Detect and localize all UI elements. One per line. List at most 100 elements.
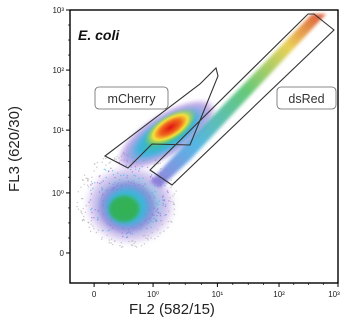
event-dot [143,243,146,245]
event-dot [146,238,149,240]
event-dot [162,202,164,204]
event-dot [119,245,121,247]
event-dot [105,176,107,179]
diagonal-streak [150,14,326,188]
event-dot [77,208,80,210]
event-dot [108,239,111,241]
event-dot [86,177,89,180]
event-dot [163,199,165,202]
y-axis-label: FL3 (620/30) [6,106,23,192]
event-dot [90,193,93,195]
event-dot [158,200,160,202]
y-axis: 0 10⁰ 10¹ 10² 10³ [52,6,70,258]
population-mcherry [116,98,218,171]
event-dot [170,220,172,222]
x-tick-label: 10¹ [212,290,224,299]
event-dot [135,246,138,248]
event-dot [117,172,119,174]
gate-dsred [149,13,335,186]
gate-label-mcherry-box [94,86,169,110]
event-dot [81,213,83,215]
event-dot [142,177,144,179]
event-dot [167,220,169,223]
event-dot [90,184,92,186]
event-dot [91,183,93,185]
event-dot [113,158,116,160]
event-dot [88,201,90,203]
event-dot [126,174,129,177]
event-dot [90,223,92,225]
event-dot [76,201,79,204]
event-dot [173,193,176,195]
event-dot [82,179,84,181]
event-dot [159,212,161,215]
event-dot [96,182,99,184]
x-tick-label: 10³ [328,290,340,299]
event-dot [138,177,140,180]
event-dot [128,241,130,243]
event-dot [82,207,84,210]
event-dot [111,170,114,172]
event-dot [100,181,103,184]
event-dot [90,209,92,211]
event-dot [82,198,84,200]
event-dot [93,228,95,230]
event-dot [87,186,90,188]
y-tick-label: 0 [60,249,65,258]
event-dot [168,200,170,202]
event-dot [160,220,162,222]
event-dot [85,177,87,179]
density-cloud [76,14,326,248]
event-dot [81,220,84,222]
event-dot [133,242,135,245]
event-dot [77,191,80,193]
event-dot [170,179,172,181]
event-dot [154,191,156,193]
event-dot [162,199,164,201]
event-dot [80,211,83,213]
event-dot [86,184,89,186]
event-dot [123,174,125,176]
event-dot [102,180,104,182]
event-dot [170,186,172,188]
x-tick-label: 0 [92,290,97,299]
y-tick-label: 10¹ [52,126,64,135]
event-dot [171,221,173,223]
event-dot [107,170,110,173]
event-dot [94,163,96,165]
event-dot [131,240,133,242]
event-dot [157,212,160,214]
event-dot [132,240,134,242]
population-low-core [109,196,139,222]
event-dot [144,234,146,237]
x-axis-label: FL2 (582/15) [129,301,215,318]
event-dot [155,219,158,222]
plot-frame [69,9,339,284]
event-dot [153,185,156,187]
event-dot [134,241,136,243]
event-dot [109,161,112,163]
event-dot [88,226,91,228]
x-tick-label: 10² [273,290,285,299]
event-dot [142,235,145,237]
event-dot [145,237,147,239]
event-dot [172,201,174,203]
event-dot [169,197,171,199]
event-dot [110,238,113,240]
event-dot [112,174,115,176]
event-dot [164,214,166,216]
event-dot [80,186,82,188]
event-dot [151,231,153,234]
event-dot [150,174,153,176]
event-dot [130,244,133,246]
event-dot [160,168,162,170]
event-dot [167,226,169,229]
event-dot [93,170,95,172]
event-dot [156,229,159,231]
event-dot [105,157,107,160]
event-dot [156,215,158,217]
event-dot [114,240,116,242]
event-dot [122,235,124,238]
event-dot [90,220,93,222]
event-dot [110,242,112,244]
